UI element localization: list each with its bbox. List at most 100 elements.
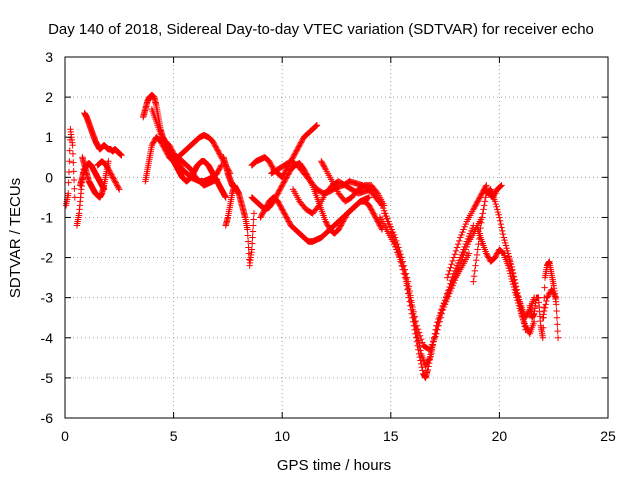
data-point xyxy=(505,253,513,261)
y-tick-label: -4 xyxy=(41,330,54,346)
data-point xyxy=(483,182,490,189)
data-point xyxy=(213,176,221,183)
data-point xyxy=(111,176,118,184)
data-point xyxy=(286,219,293,226)
data-point xyxy=(496,217,504,224)
data-point xyxy=(470,273,478,280)
data-point xyxy=(461,223,468,231)
data-point xyxy=(423,359,431,367)
data-point xyxy=(510,277,518,284)
data-point xyxy=(553,314,561,321)
data-point xyxy=(278,204,285,212)
data-point xyxy=(150,139,157,146)
data-point xyxy=(473,251,481,259)
data-point xyxy=(160,135,167,142)
data-point xyxy=(148,142,156,149)
data-point xyxy=(105,166,112,173)
data-point xyxy=(493,251,500,259)
data-point xyxy=(543,294,551,301)
data-point xyxy=(437,314,444,321)
data-point xyxy=(418,363,426,371)
data-point xyxy=(273,191,281,198)
data-point xyxy=(388,229,396,237)
data-point xyxy=(65,168,73,176)
data-point xyxy=(324,222,332,229)
data-point xyxy=(215,148,222,156)
data-point xyxy=(415,329,423,336)
data-point xyxy=(290,152,297,160)
data-point xyxy=(415,337,422,344)
data-point xyxy=(163,142,171,149)
data-point xyxy=(373,215,380,222)
data-point xyxy=(210,140,218,148)
data-point xyxy=(448,261,455,268)
data-point xyxy=(403,280,411,287)
data-point xyxy=(489,194,497,201)
grid-layer xyxy=(65,57,608,418)
data-point xyxy=(336,223,344,231)
data-point xyxy=(277,184,284,192)
data-point xyxy=(103,163,111,170)
data-point xyxy=(103,162,110,169)
data-point xyxy=(160,136,168,144)
data-point xyxy=(159,134,166,141)
data-point xyxy=(523,311,531,319)
data-point xyxy=(70,176,78,184)
data-point xyxy=(544,293,552,300)
data-point xyxy=(480,202,488,209)
data-point xyxy=(551,291,558,299)
data-point xyxy=(289,154,297,161)
data-point xyxy=(216,164,224,172)
data-point xyxy=(389,232,397,240)
data-point xyxy=(214,168,221,176)
data-point xyxy=(379,204,387,212)
data-point xyxy=(248,240,256,247)
data-point xyxy=(541,304,549,311)
data-point xyxy=(323,219,330,226)
data-point xyxy=(470,206,477,213)
data-point xyxy=(66,158,73,165)
data-point xyxy=(426,354,434,362)
data-point xyxy=(475,196,482,204)
data-point xyxy=(118,152,125,159)
data-point xyxy=(100,186,108,193)
data-point xyxy=(473,199,481,206)
data-point xyxy=(422,362,429,370)
data-point xyxy=(451,251,459,258)
data-point xyxy=(428,341,436,348)
data-point xyxy=(445,293,452,300)
data-point xyxy=(475,195,483,202)
data-point xyxy=(275,188,282,196)
data-point xyxy=(278,183,285,190)
data-point xyxy=(416,332,424,339)
data-point xyxy=(261,206,269,213)
data-point xyxy=(335,226,342,233)
data-point xyxy=(462,220,469,228)
data-point xyxy=(492,253,499,260)
data-point xyxy=(465,250,473,257)
data-point xyxy=(509,273,517,281)
data-point xyxy=(214,147,221,154)
x-tick-label: 5 xyxy=(170,428,178,444)
data-point xyxy=(454,259,462,267)
data-point xyxy=(367,204,374,212)
data-point xyxy=(470,222,477,229)
data-point xyxy=(286,168,293,176)
data-point xyxy=(442,298,450,305)
data-point xyxy=(368,206,375,213)
data-point xyxy=(176,160,183,168)
data-point xyxy=(463,238,471,245)
data-point xyxy=(418,335,425,343)
data-point xyxy=(419,367,426,374)
data-point xyxy=(397,256,404,263)
data-point xyxy=(373,216,381,224)
data-point xyxy=(66,147,73,154)
data-points-layer xyxy=(62,91,562,382)
data-point xyxy=(318,158,325,165)
data-point xyxy=(470,204,478,212)
data-point xyxy=(522,323,530,331)
data-point xyxy=(215,167,222,174)
data-point xyxy=(279,207,287,214)
data-point xyxy=(365,194,373,201)
axes-layer: 0 5 10 15 20 25 -6 -5 -4 -3 -2 -1 0 1 2 3 xyxy=(41,49,616,444)
